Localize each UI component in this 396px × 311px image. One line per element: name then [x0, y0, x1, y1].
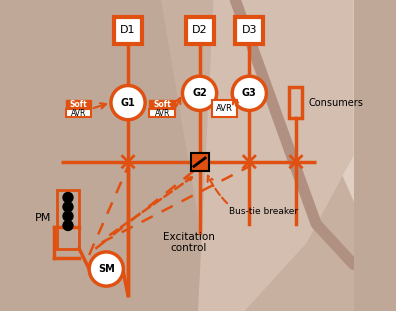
Bar — [149, 109, 175, 117]
Text: Excitation
control: Excitation control — [163, 232, 215, 253]
Text: PM: PM — [34, 213, 51, 223]
Bar — [190, 153, 209, 171]
Circle shape — [63, 193, 73, 202]
Text: Soft: Soft — [153, 100, 171, 109]
Bar — [65, 109, 91, 117]
Polygon shape — [267, 0, 354, 202]
Circle shape — [89, 252, 124, 286]
Text: G2: G2 — [192, 88, 207, 98]
Text: G1: G1 — [121, 98, 135, 108]
Bar — [57, 190, 79, 249]
Text: AVR: AVR — [154, 109, 170, 118]
Bar — [114, 17, 142, 44]
Bar — [65, 100, 91, 109]
Circle shape — [63, 202, 73, 212]
Circle shape — [63, 211, 73, 221]
Text: D2: D2 — [192, 25, 208, 35]
Circle shape — [183, 76, 217, 110]
Bar — [149, 100, 175, 109]
Circle shape — [232, 76, 267, 110]
Text: AVR: AVR — [216, 104, 233, 113]
Text: G3: G3 — [242, 88, 257, 98]
Text: D1: D1 — [120, 25, 136, 35]
Bar — [186, 17, 213, 44]
Text: AVR: AVR — [70, 109, 86, 118]
Circle shape — [111, 86, 145, 120]
Bar — [235, 17, 263, 44]
Bar — [289, 87, 303, 118]
Text: Consumers: Consumers — [308, 98, 363, 108]
Text: Soft: Soft — [69, 100, 87, 109]
Polygon shape — [161, 0, 354, 311]
Text: D3: D3 — [242, 25, 257, 35]
Bar — [212, 100, 237, 117]
Text: SM: SM — [98, 264, 114, 274]
Circle shape — [63, 220, 73, 230]
Polygon shape — [198, 0, 354, 311]
Text: Bus-tie breaker: Bus-tie breaker — [229, 207, 298, 216]
